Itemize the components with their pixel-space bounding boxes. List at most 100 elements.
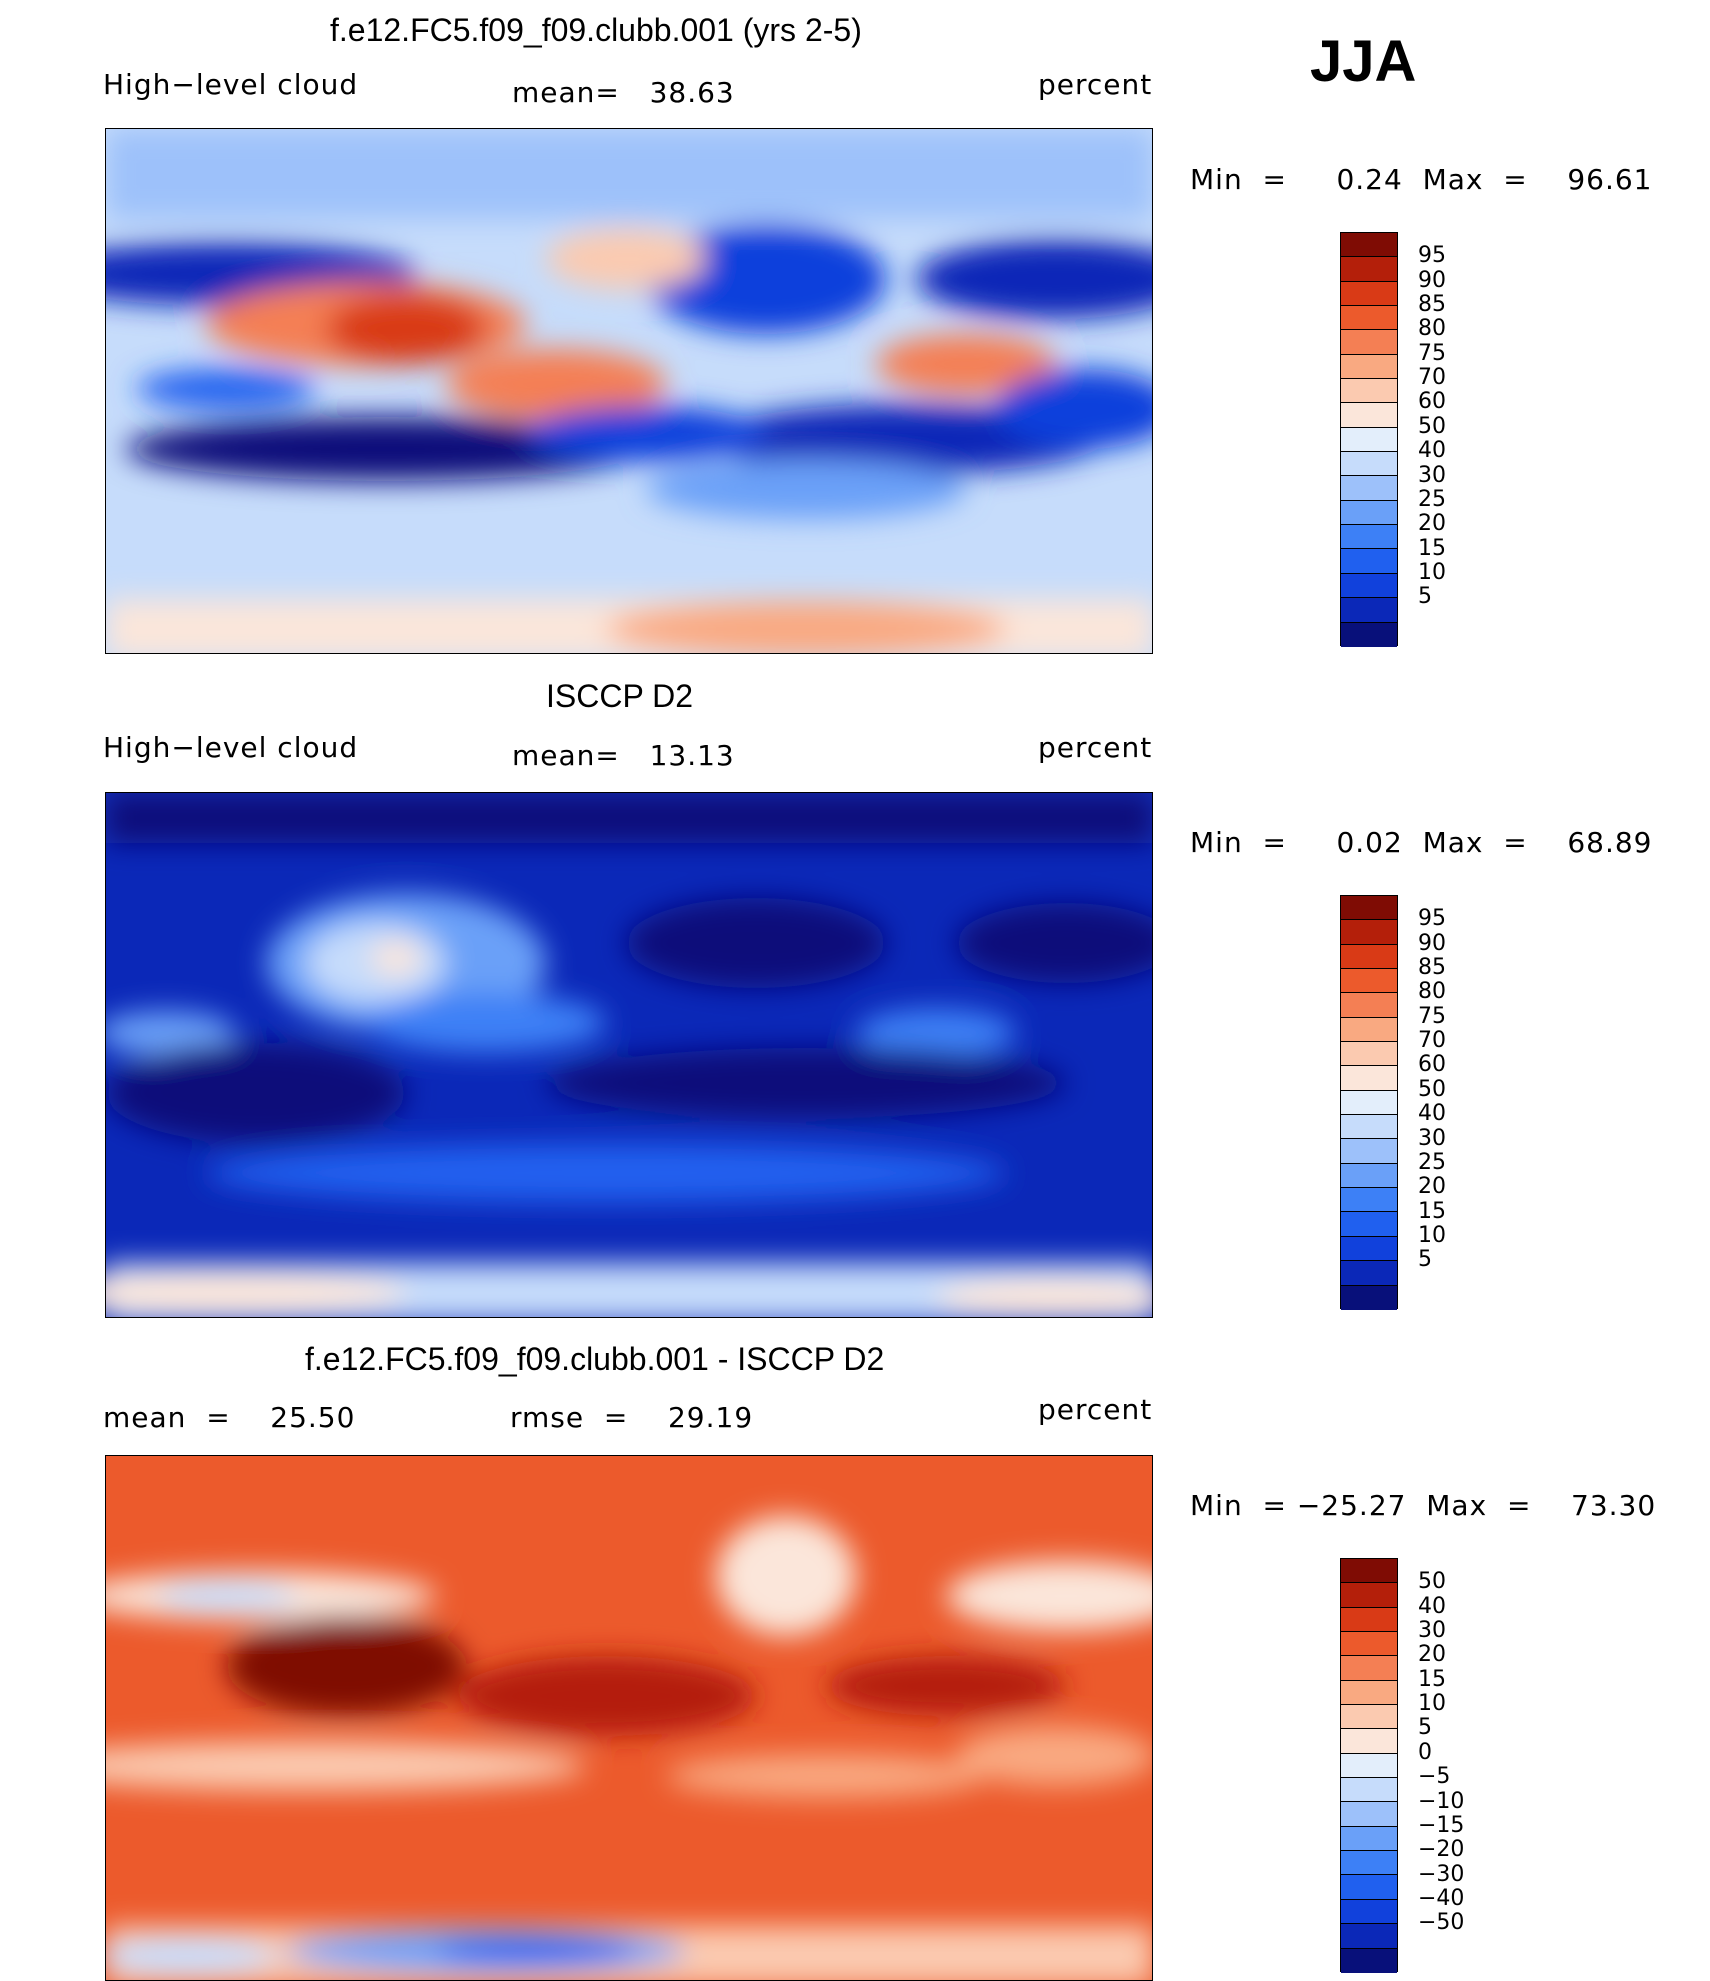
colorbar-tick-label: 75	[1418, 1003, 1446, 1029]
panel1-units: percent	[1038, 68, 1153, 101]
colorbar-tick-label: −30	[1418, 1861, 1465, 1887]
colorbar-tick-label: 15	[1418, 535, 1446, 561]
panel2-units: percent	[1038, 731, 1153, 764]
season-label: JJA	[1310, 29, 1417, 94]
colorbar-tick-label: 80	[1418, 979, 1446, 1005]
panel2-title: ISCCP D2	[546, 678, 694, 714]
colorbar-swatch	[1341, 1583, 1397, 1608]
colorbar-swatch	[1341, 1656, 1397, 1681]
panel2-variable: High−level cloud	[103, 731, 359, 764]
colorbar-swatch	[1341, 1163, 1397, 1189]
colorbar-tick-label: 95	[1418, 243, 1446, 269]
colorbar-tick-label: 30	[1418, 462, 1446, 488]
colorbar-swatch	[1341, 452, 1397, 477]
colorbar-swatch	[1341, 1948, 1397, 1973]
colorbar-swatch	[1341, 525, 1397, 550]
colorbar-tick-label: 25	[1418, 486, 1446, 512]
colorbar-tick-label: 5	[1418, 1247, 1432, 1273]
colorbar-swatch	[1341, 1705, 1397, 1730]
panel3-colorbar	[1340, 1558, 1398, 1973]
panel1-mean: mean= 38.63	[512, 76, 735, 109]
colorbar-swatch	[1341, 622, 1397, 647]
colorbar-tick-label: −50	[1418, 1910, 1465, 1936]
colorbar-swatch	[1341, 1607, 1397, 1633]
colorbar-tick-label: 15	[1418, 1198, 1446, 1224]
panel2-map	[105, 792, 1153, 1318]
colorbar-tick-label: 20	[1418, 511, 1446, 537]
panel1-minmax: Min = 0.24 Max = 96.61	[1190, 163, 1653, 196]
colorbar-swatch	[1341, 233, 1397, 258]
colorbar-tick-label: 95	[1418, 906, 1446, 932]
colorbar-tick-label: 15	[1418, 1666, 1446, 1692]
colorbar-tick-label: 90	[1418, 267, 1446, 293]
colorbar-tick-label: 5	[1418, 1715, 1432, 1741]
panel3-mean: mean = 25.50	[103, 1401, 356, 1434]
panel1-variable: High−level cloud	[103, 68, 359, 101]
colorbar-tick-label: 40	[1418, 1101, 1446, 1127]
panel1-colorbar	[1340, 232, 1398, 647]
colorbar-tick-label: −20	[1418, 1837, 1465, 1863]
colorbar-swatch	[1341, 1899, 1397, 1925]
colorbar-swatch	[1341, 281, 1397, 307]
colorbar-tick-label: −15	[1418, 1812, 1465, 1838]
colorbar-swatch	[1341, 1851, 1397, 1876]
colorbar-tick-label: 5	[1418, 584, 1432, 610]
colorbar-swatch	[1341, 944, 1397, 970]
colorbar-tick-label: 25	[1418, 1149, 1446, 1175]
panel3-colorbar-labels: 50 40 30 20 15 10 5 0 −5 −10 −15 −20 −30 −40 −50	[1418, 1558, 1498, 1978]
colorbar-tick-label: 85	[1418, 955, 1446, 981]
colorbar-swatch	[1341, 1680, 1397, 1706]
colorbar-tick-label: 50	[1418, 1076, 1446, 1102]
colorbar-swatch	[1341, 969, 1397, 994]
colorbar-tick-label: 70	[1418, 1028, 1446, 1054]
panel2-colorbar	[1340, 895, 1398, 1310]
colorbar-tick-label: −40	[1418, 1885, 1465, 1911]
colorbar-swatch	[1341, 1802, 1397, 1827]
panel3-map	[105, 1455, 1153, 1981]
colorbar-tick-label: 10	[1418, 1222, 1446, 1248]
panel3-rmse: rmse = 29.19	[510, 1401, 754, 1434]
colorbar-swatch	[1341, 257, 1397, 282]
colorbar-swatch	[1341, 1066, 1397, 1091]
panel1-title: f.e12.FC5.f09_f09.clubb.001 (yrs 2-5)	[330, 12, 862, 48]
colorbar-tick-label: 30	[1418, 1125, 1446, 1151]
colorbar-swatch	[1341, 1826, 1397, 1852]
colorbar-swatch	[1341, 1753, 1397, 1779]
colorbar-swatch	[1341, 1188, 1397, 1213]
colorbar-swatch	[1341, 1875, 1397, 1900]
colorbar-swatch	[1341, 896, 1397, 921]
colorbar-swatch	[1341, 354, 1397, 380]
colorbar-swatch	[1341, 403, 1397, 428]
colorbar-tick-label: 60	[1418, 1052, 1446, 1078]
colorbar-swatch	[1341, 500, 1397, 526]
colorbar-swatch	[1341, 1236, 1397, 1262]
colorbar-swatch	[1341, 1632, 1397, 1657]
panel2-colorbar-labels: 95 90 85 80 75 70 60 50 40 30 25 20 15 10 5	[1418, 895, 1498, 1315]
colorbar-tick-label: 50	[1418, 413, 1446, 439]
panel2-mean: mean= 13.13	[512, 739, 735, 772]
colorbar-swatch	[1341, 1139, 1397, 1164]
panel1-colorbar-labels: 95 90 85 80 75 70 60 50 40 30 25 20 15 10 5	[1418, 232, 1498, 652]
colorbar-swatch	[1341, 1042, 1397, 1067]
colorbar-tick-label: 75	[1418, 340, 1446, 366]
colorbar-swatch	[1341, 1559, 1397, 1584]
panel3-title: f.e12.FC5.f09_f09.clubb.001 - ISCCP D2	[305, 1341, 885, 1377]
colorbar-swatch	[1341, 1115, 1397, 1140]
colorbar-swatch	[1341, 549, 1397, 574]
colorbar-swatch	[1341, 1924, 1397, 1949]
colorbar-tick-label: 40	[1418, 1593, 1446, 1619]
colorbar-tick-label: 10	[1418, 559, 1446, 585]
colorbar-tick-label: 70	[1418, 365, 1446, 391]
colorbar-swatch	[1341, 1017, 1397, 1043]
colorbar-tick-label: 20	[1418, 1174, 1446, 1200]
colorbar-swatch	[1341, 427, 1397, 453]
colorbar-tick-label: 10	[1418, 1691, 1446, 1717]
colorbar-swatch	[1341, 476, 1397, 501]
colorbar-swatch	[1341, 598, 1397, 623]
colorbar-tick-label: 0	[1418, 1739, 1432, 1765]
colorbar-swatch	[1341, 993, 1397, 1018]
colorbar-tick-label: 85	[1418, 292, 1446, 318]
colorbar-tick-label: −10	[1418, 1788, 1465, 1814]
colorbar-swatch	[1341, 1729, 1397, 1754]
colorbar-swatch	[1341, 1285, 1397, 1310]
